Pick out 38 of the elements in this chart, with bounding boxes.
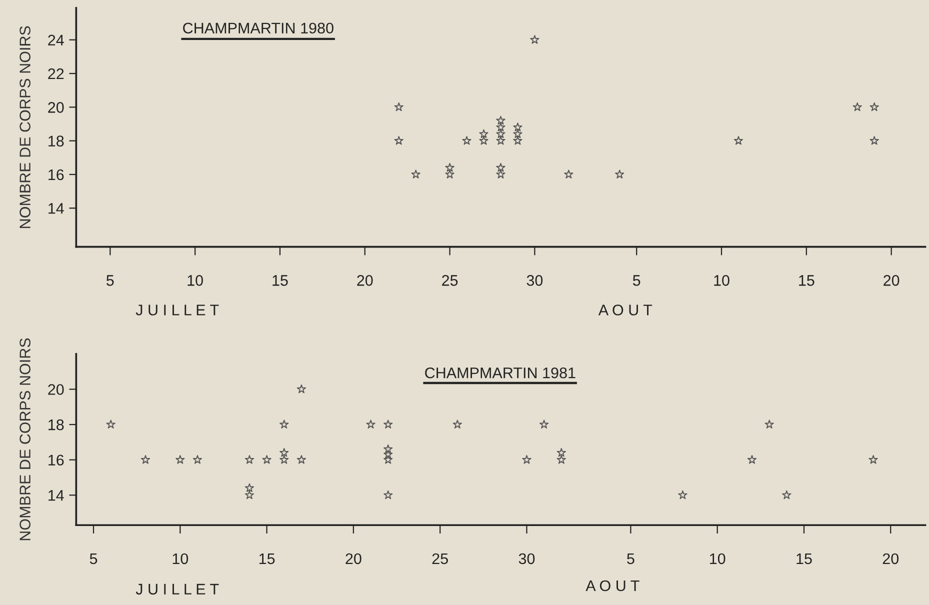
y-tick-label: 14 [48,203,64,214]
x-tick-label: 15 [259,553,275,564]
x-tick-label: 30 [518,553,535,564]
text: CHAMPMARTIN 1981 [425,367,576,378]
x-tick-label: 5 [627,553,634,564]
x-tick-label: 15 [272,275,288,286]
x-tick-label: 10 [710,553,726,564]
x-tick-label: 5 [632,275,640,286]
y-tick-label: 16 [48,454,64,466]
y-axis-title: NOMBRE DE CORPS NOIRS [20,338,30,540]
text: J U I L L E T [136,304,219,316]
text: A O U T [586,580,640,592]
x-tick-label: 15 [796,553,812,564]
x-tick-label: 10 [172,553,188,564]
y-tick-label: 20 [48,384,64,395]
y-tick-label: 16 [48,169,64,180]
x-tick-label: 15 [799,275,814,286]
x-tick-label: 20 [357,275,373,286]
y-axis-title: NOMBRE DE CORPS NOIRS [20,26,30,228]
x-tick-label: 20 [346,553,362,564]
x-tick-label: 5 [90,553,98,564]
y-tick-label: 18 [48,136,64,146]
x-tick-label: 20 [884,275,900,286]
x-tick-label: 25 [432,553,448,564]
x-tick-label: 10 [188,275,203,286]
x-tick-label: 5 [106,275,114,286]
text: A O U T [598,304,652,316]
y-tick-label: 18 [48,419,64,430]
text: J U I L L E T [136,584,219,595]
x-tick-label: 25 [442,275,458,286]
x-tick-label: 20 [882,553,899,564]
y-tick-label: 24 [48,34,64,46]
y-tick-label: 22 [48,68,64,80]
x-tick-label: 30 [526,275,543,286]
text: CHAMPMARTIN 1980 [183,22,334,34]
y-tick-label: 20 [48,102,64,113]
y-tick-label: 14 [48,490,64,501]
x-tick-label: 10 [714,275,730,286]
